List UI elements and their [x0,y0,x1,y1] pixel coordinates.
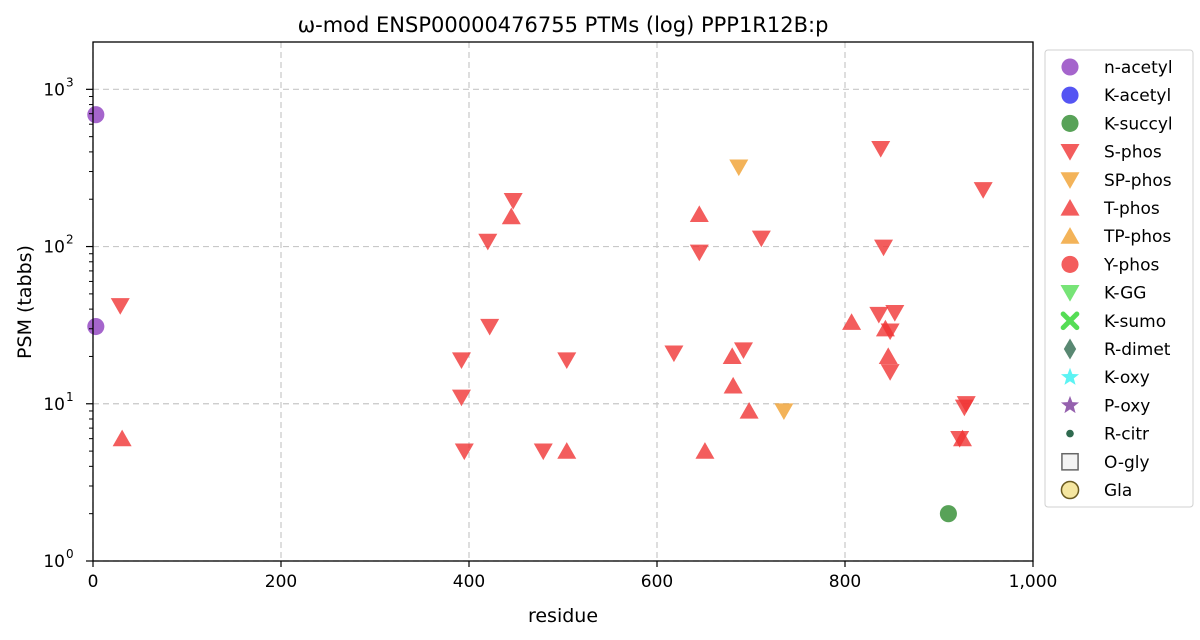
data-point [774,403,794,420]
data-point [557,442,577,459]
y-tick-exponent: 1 [66,390,74,404]
y-tick-label: 10 [43,395,65,415]
data-point [501,207,521,225]
plot-area-frame [92,41,1034,562]
y-tick-label: 10 [43,80,65,100]
y-tick-exponent: 3 [66,75,74,89]
data-point [751,230,771,248]
x-tick-label: 600 [641,572,673,592]
data-point [689,244,709,262]
legend-label: S-phos [1104,143,1162,163]
x-tick-label: 1,000 [1009,572,1058,592]
data-point [454,443,474,461]
legend-label: Gla [1104,481,1132,501]
data-point [87,106,105,124]
chart-title: ω-mod ENSP00000476755 PTMs (log) PPP1R12… [298,13,829,37]
legend-label: SP-phos [1104,171,1172,191]
data-point [110,298,130,315]
legend-marker [1060,311,1080,331]
y-tick-label: 10 [43,238,65,258]
legend-label: R-citr [1104,425,1149,445]
legend-label: K-sumo [1104,312,1166,332]
data-point [875,319,895,337]
legend-marker [1061,114,1079,132]
x-tick-label: 0 [88,572,99,592]
data-point [478,233,498,251]
data-point [689,205,709,223]
data-point [533,443,553,461]
legend-label: K-acetyl [1104,86,1171,106]
data-point [874,239,894,257]
x-tick-label: 800 [829,572,861,592]
data-point [480,318,500,336]
data-point [739,401,759,419]
y-tick-exponent: 0 [66,547,74,561]
legend-marker [1063,338,1077,360]
data-point [880,364,900,381]
data-point [729,159,749,177]
grid-lines [92,42,1034,562]
data-point [885,305,905,322]
legend: n-acetyl K-acetyl K-succyl S-phos SP-phos T-p… [1044,49,1194,508]
legend-label: Y-phos [1103,255,1159,275]
data-point [695,442,715,459]
legend-marker [1060,227,1080,244]
legend-label: R-dimet [1104,340,1171,360]
legend-label: TP-phos [1103,227,1171,247]
data-point [733,342,753,359]
data-point [973,182,993,199]
legend-marker [1061,58,1079,76]
legend-marker [1060,285,1080,302]
legend-box [1044,49,1194,508]
y-tick-label: 10 [43,552,65,572]
y-tick-exponent: 2 [66,233,74,247]
legend-marker [1060,367,1080,385]
legend-marker [1060,480,1080,500]
data-point [664,345,684,363]
legend-label: T-phos [1103,199,1160,219]
legend-label: n-acetyl [1104,58,1173,78]
data-point [112,429,132,447]
data-point [939,505,957,523]
data-point [557,352,577,369]
data-point [723,376,743,394]
data-points [87,106,993,523]
data-point [722,347,742,365]
legend-label: K-GG [1104,284,1146,304]
legend-label: K-succyl [1104,114,1173,134]
legend-label: P-oxy [1104,396,1150,416]
legend-marker [1060,172,1080,189]
data-point [842,313,862,330]
legend-marker [1060,198,1080,216]
data-point [503,193,523,210]
legend-label: K-oxy [1104,368,1150,388]
data-point [953,429,972,447]
y-axis-label: PSM (tabbs) [14,245,36,359]
legend-label: O-gly [1104,453,1150,473]
data-point [451,352,471,369]
data-point [87,317,105,336]
x-tick-label: 200 [265,572,297,592]
x-axis-label: residue [528,605,598,627]
data-point [878,347,898,365]
legend-marker [1061,452,1079,471]
legend-marker [1061,86,1079,104]
data-point [956,396,976,413]
legend-marker [1060,395,1080,414]
legend-marker [1061,255,1079,273]
x-tick-label: 400 [453,572,485,592]
legend-marker [1066,429,1074,438]
data-point [869,306,889,324]
data-point [451,389,471,407]
data-point [871,140,891,158]
legend-marker [1060,144,1080,161]
